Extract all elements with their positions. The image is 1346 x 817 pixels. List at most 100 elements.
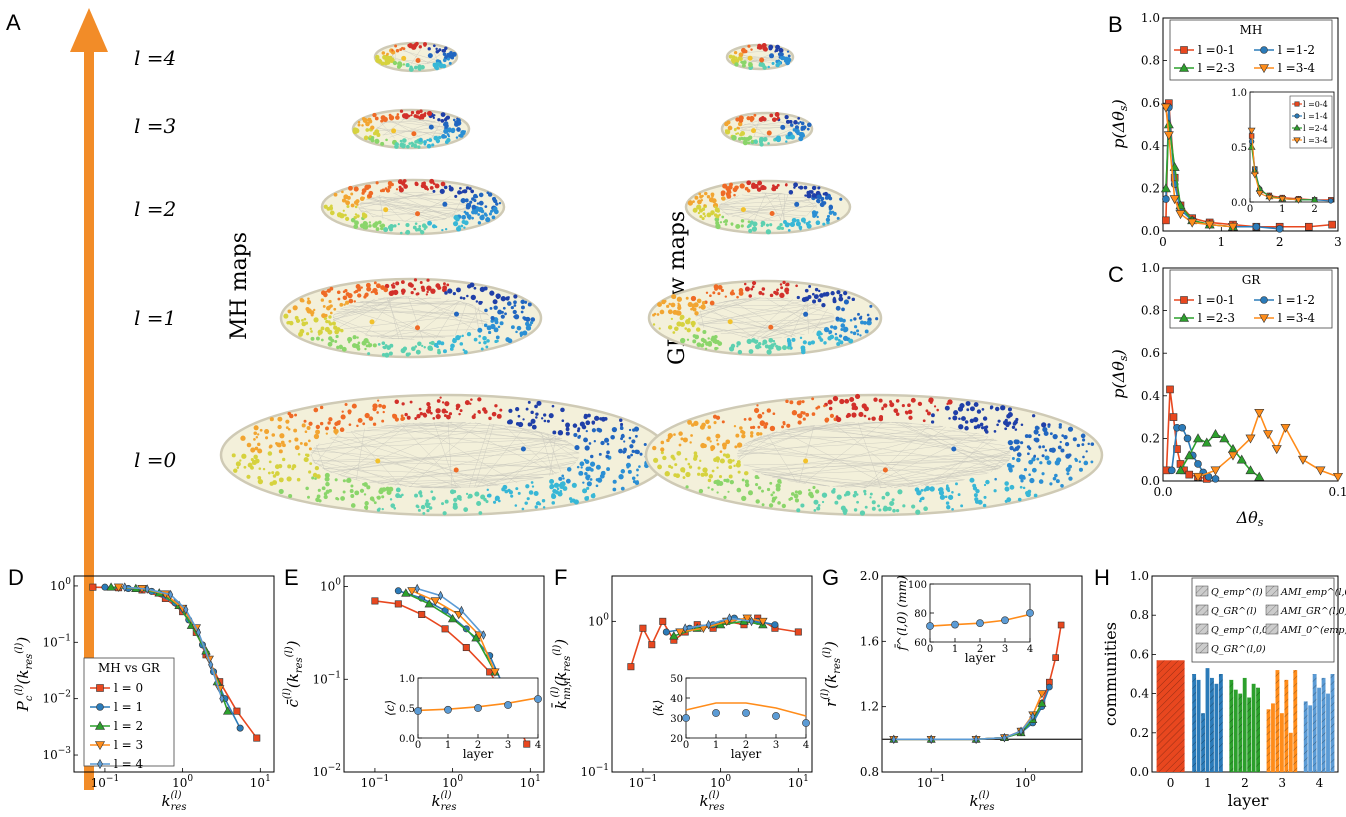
network-link — [345, 421, 445, 433]
network-link — [738, 431, 777, 461]
network-node — [603, 417, 608, 421]
network-node — [323, 317, 327, 320]
network-node — [478, 192, 484, 198]
network-node — [762, 339, 768, 345]
network-node — [444, 228, 448, 231]
network-node — [420, 230, 425, 235]
network-node — [751, 226, 758, 232]
network-node — [996, 423, 999, 427]
x-tick-label: 0 — [683, 740, 689, 751]
network-node — [730, 222, 734, 226]
network-node — [734, 185, 739, 190]
network-node — [997, 419, 1001, 423]
network-node — [443, 282, 446, 286]
network-link — [383, 118, 405, 136]
network-node — [639, 452, 643, 456]
network-node — [398, 185, 402, 189]
network-node — [257, 448, 263, 454]
network-node — [843, 493, 847, 497]
inset-ylabel: f̄^(l,0) (mm) — [893, 575, 909, 651]
x-tick-label: 2 — [743, 740, 749, 751]
network-node — [442, 52, 447, 56]
network-node — [446, 137, 451, 143]
network-node — [1085, 450, 1088, 453]
network-node — [463, 226, 466, 229]
network-link — [474, 305, 479, 329]
network-node — [919, 499, 922, 503]
network-node — [381, 507, 384, 511]
panel-c-axes: 0.0 0.10.00.20.40.60.81.0 — [1141, 261, 1346, 499]
legend-marker — [1180, 46, 1188, 54]
network-node — [488, 416, 492, 421]
network-link — [380, 438, 562, 485]
network-node — [415, 115, 420, 119]
x-tick-label: 10−1 — [917, 774, 946, 790]
network-node — [660, 451, 664, 455]
network-link — [920, 423, 1006, 465]
network-node — [583, 437, 588, 443]
data-point — [89, 583, 97, 591]
network-node — [718, 213, 721, 217]
network-link — [391, 56, 419, 65]
network-node — [946, 504, 951, 510]
network-node — [871, 500, 876, 505]
network-node — [340, 496, 345, 501]
network-node — [341, 190, 344, 194]
network-node — [336, 345, 340, 350]
network-node — [1011, 425, 1016, 430]
network-node — [441, 191, 445, 194]
network-node — [419, 66, 423, 69]
network-node — [764, 422, 769, 426]
network-node — [740, 219, 745, 223]
network-node — [690, 434, 693, 437]
network-node — [427, 47, 431, 51]
network-node — [466, 294, 469, 298]
network-node — [1061, 434, 1064, 437]
network-node — [680, 437, 684, 441]
network-node — [385, 60, 391, 65]
network-node — [363, 482, 368, 487]
network-node — [746, 225, 750, 229]
network-node — [447, 288, 453, 294]
network-node — [321, 313, 327, 319]
network-node — [1006, 497, 1012, 503]
inset-point — [976, 619, 984, 628]
network-node — [686, 338, 690, 341]
network-node — [353, 224, 359, 229]
network-node — [747, 490, 753, 496]
network-node — [405, 229, 411, 235]
network-node — [367, 194, 371, 198]
network-node — [907, 403, 911, 408]
network-node — [255, 436, 259, 439]
network-node — [457, 225, 461, 228]
network-node — [551, 501, 555, 505]
network-node — [443, 185, 448, 190]
network-node — [417, 341, 422, 346]
data-point — [236, 724, 244, 732]
bar — [1288, 732, 1293, 772]
panel-letter-h: H — [1094, 565, 1110, 590]
network-node — [453, 497, 458, 503]
network-node — [863, 406, 869, 412]
network-node — [734, 445, 738, 449]
network-node — [362, 422, 366, 426]
data-point — [1315, 466, 1326, 476]
network-node — [732, 459, 735, 462]
network-node — [344, 213, 347, 217]
data-point — [742, 614, 752, 623]
network-node — [772, 412, 776, 416]
network-node — [1060, 448, 1065, 453]
network-node — [395, 281, 400, 286]
network-node — [452, 221, 459, 227]
network-node — [1078, 467, 1083, 472]
network-link — [756, 471, 760, 474]
network-node — [822, 201, 827, 205]
network-node — [399, 231, 403, 235]
network-node — [789, 400, 794, 405]
hub-node — [369, 319, 375, 325]
network-node — [729, 291, 735, 296]
x-tick-label: 2 — [1311, 204, 1317, 215]
network-node — [334, 478, 338, 482]
network-node — [750, 48, 753, 51]
network-node — [277, 416, 283, 422]
